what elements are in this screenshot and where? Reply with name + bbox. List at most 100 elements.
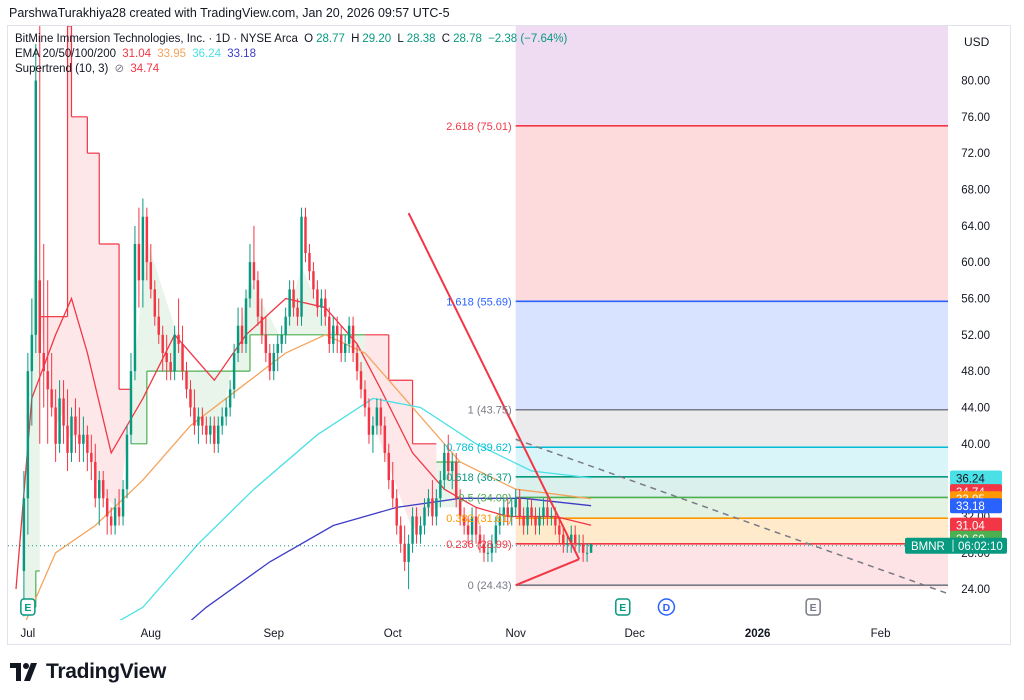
currency-label[interactable]: USD (960, 33, 994, 51)
candle-body (546, 507, 549, 517)
ema-legend[interactable]: EMA 20/50/100/200 31.04 33.95 36.24 33.1… (15, 47, 259, 62)
candle-body (411, 516, 414, 544)
candle-body (451, 461, 454, 472)
candle-body (435, 498, 438, 517)
candle-body (228, 389, 232, 408)
close-label: C (441, 33, 451, 45)
candle-body (443, 452, 446, 481)
supertrend-fill (55, 316, 64, 426)
price-tick-label: 76.00 (961, 112, 990, 124)
candle-body (423, 507, 426, 526)
supertrend-legend[interactable]: Supertrend (10, 3) ⊘ 34.74 (15, 62, 162, 77)
price-tick-label: 72.00 (961, 148, 990, 160)
symbol-title: BitMine Immersion Technologies, Inc. · 1… (15, 33, 298, 45)
symbol-legend[interactable]: BitMine Immersion Technologies, Inc. · 1… (15, 32, 570, 47)
candle-body (494, 525, 498, 544)
candle-body (371, 425, 375, 435)
price-tag (950, 517, 1002, 533)
candle-body (26, 371, 30, 499)
earnings-marker-letter: E (24, 602, 31, 614)
candle-body (125, 434, 129, 490)
candle-body (589, 543, 593, 553)
candle-body (220, 416, 224, 426)
candle-body (264, 334, 268, 353)
candle-body (201, 416, 204, 426)
candle-body (256, 280, 260, 317)
candle-body (137, 243, 141, 281)
fib-label-0.5: 0.5 (34.09) (458, 492, 511, 504)
price-tag-text: 31.04 (956, 521, 985, 533)
candle-body (90, 452, 93, 462)
chart-pane[interactable] (7, 25, 1011, 645)
candle-body (165, 352, 168, 363)
candle-body (177, 334, 180, 344)
candle-body (78, 434, 81, 444)
candle-body (280, 334, 283, 344)
candle-body (46, 371, 49, 390)
candle-body (415, 516, 418, 535)
fib-label-1.618: 1.618 (55.69) (446, 296, 511, 308)
candle-body (359, 371, 363, 390)
candle-body (82, 434, 85, 444)
candle-body (542, 507, 545, 517)
candle-body (478, 534, 482, 544)
close-value: 28.78 (453, 33, 482, 45)
time-axis: Jul Aug Sep Oct Nov Dec 2026 Feb (21, 628, 891, 640)
candle-body (562, 534, 565, 544)
candle-body (288, 289, 291, 317)
candle-body (550, 516, 553, 518)
price-tag-text: 36.24 (956, 473, 985, 485)
candle-body (518, 498, 521, 517)
candle-body (335, 325, 339, 335)
candle-body (462, 516, 466, 526)
candle-body (585, 552, 589, 554)
candlesticks (22, 26, 593, 617)
supertrend-fill (119, 389, 131, 512)
candle-body (129, 371, 133, 435)
candle-body (355, 352, 359, 372)
fib-zone-0.786 (515, 409, 948, 448)
tradingview-wordmark: TradingView (46, 660, 167, 683)
chart-attribution: ParshwaTurakhiya28 created with TradingV… (9, 6, 450, 20)
hidden-eye-icon[interactable]: ⊘ (114, 63, 125, 75)
supertrend-fill (436, 461, 461, 508)
trendlines (407, 212, 948, 595)
price-tick-label: 44.00 (961, 402, 990, 414)
supertrend-fill (218, 280, 250, 435)
fib-label-0.618: 0.618 (36.37) (446, 472, 511, 484)
candle-body (498, 516, 502, 526)
candle-body (38, 280, 41, 353)
candle-body (526, 507, 529, 526)
candle-body (522, 516, 525, 526)
candle-body (403, 543, 406, 562)
price-chart[interactable]: 0 (24.43) 0.236 (28.99) 0.382 (31.81) 0.5 (… (0, 0, 1024, 650)
candle-body (260, 316, 264, 335)
price-tag (950, 470, 1002, 486)
ema20-value: 31.04 (122, 48, 152, 60)
candle-body (538, 516, 541, 526)
plot-area (8, 26, 948, 620)
ema200-value: 33.18 (227, 48, 256, 60)
fib-zone-0.5 (515, 476, 948, 498)
candle-body (454, 461, 458, 499)
supertrend-fill (87, 153, 100, 490)
candle-body (236, 325, 240, 353)
candle-body (300, 216, 303, 317)
candle-body (486, 552, 490, 554)
candle-body (308, 253, 311, 272)
candle-body (379, 407, 383, 426)
candle-body (117, 507, 121, 517)
high-value: 29.20 (362, 33, 392, 45)
time-tick-label: 2026 (745, 628, 771, 640)
candle-body (296, 307, 299, 317)
candle-body (272, 352, 275, 372)
high-label: H (351, 33, 360, 45)
candle-body (30, 334, 34, 372)
tradingview-logo: TradingView (10, 660, 166, 684)
fib-zone-0.236 (515, 518, 948, 544)
candle-body (395, 498, 398, 526)
fib-zone-1.618 (515, 125, 948, 302)
open-value: 28.77 (316, 33, 345, 45)
candle-body (320, 298, 323, 308)
earnings-marker-icon (20, 598, 36, 616)
